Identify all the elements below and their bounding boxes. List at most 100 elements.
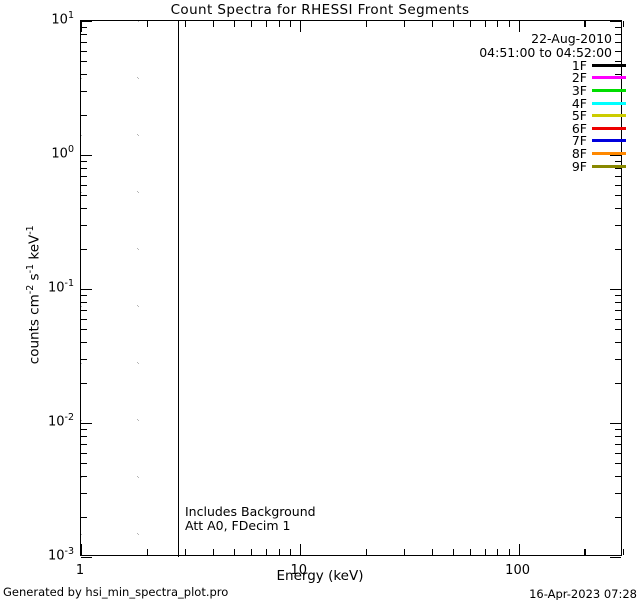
legend-entry-label: 1F: [571, 57, 587, 73]
axis-tick: [615, 342, 621, 344]
axis-tick: [615, 167, 621, 170]
axis-tick: [212, 21, 214, 27]
legend-entry-label: 3F: [571, 82, 587, 98]
legend-entry[interactable]: 8F: [380, 146, 626, 161]
legend-color-swatch: [592, 76, 626, 80]
plot-annotations: Includes Background Att A0, FDecim 1: [185, 505, 316, 532]
legend-color-swatch: [592, 151, 626, 155]
axis-tick: [518, 21, 520, 32]
axis-tick: [81, 452, 87, 454]
y-axis-title: counts cm-2 s-1 keV-1: [24, 165, 43, 425]
axis-tick: [584, 21, 586, 27]
axis-tick: [81, 167, 87, 170]
axis-tick: [81, 516, 87, 518]
legend-time-range: 04:51:00 to 04:52:00: [479, 44, 612, 60]
legend-entry-label: 2F: [571, 70, 587, 86]
y-tick-label: 101: [32, 10, 74, 28]
x-tick-label: 100: [505, 563, 531, 578]
axis-tick: [615, 318, 621, 320]
axis-tick: [615, 516, 621, 518]
plot-area: Includes Background Att A0, FDecim 1: [80, 20, 625, 559]
legend-color-swatch: [592, 63, 626, 67]
legend-color-swatch: [592, 114, 626, 118]
axis-tick: [81, 544, 83, 555]
annotation-line-2: Att A0, FDecim 1: [185, 517, 291, 533]
axis-tick: [81, 21, 83, 32]
axis-tick: [81, 61, 87, 63]
axis-tick: [289, 549, 291, 555]
y-tick-base: 10: [51, 12, 68, 28]
x-tick-label: 10: [290, 563, 308, 578]
axis-tick: [497, 549, 499, 555]
y-tick-base: 10: [47, 414, 65, 430]
axis-tick: [81, 27, 87, 29]
axis-tick: [233, 21, 236, 27]
axis-tick: [615, 74, 621, 76]
axis-tick: [470, 549, 472, 555]
legend-entry[interactable]: 2F: [380, 70, 626, 86]
axis-tick: [81, 225, 87, 227]
axis-tick: [81, 463, 87, 465]
axis-tick: [615, 33, 621, 36]
legend-entry[interactable]: 3F: [380, 82, 626, 98]
axis-tick: [615, 61, 621, 63]
axis-tick: [615, 301, 621, 304]
axis-tick: [278, 549, 280, 555]
axis-tick: [615, 50, 621, 52]
axis-tick: [251, 21, 253, 27]
legend-entry[interactable]: 4F: [380, 96, 626, 111]
axis-tick: [615, 175, 621, 177]
y-tick-label: 10-2: [32, 413, 74, 430]
axis-tick: [508, 549, 510, 555]
axis-tick: [233, 549, 236, 555]
axis-tick: [81, 114, 87, 116]
axis-tick: [185, 549, 187, 555]
y-axis-exp-1: -2: [24, 284, 36, 295]
y-tick-exponent: -3: [64, 546, 74, 558]
axis-tick: [81, 423, 92, 425]
axis-tick: [146, 21, 148, 27]
axis-tick: [81, 41, 87, 43]
axis-tick: [615, 208, 621, 210]
axis-tick: [615, 493, 621, 495]
y-tick-exponent: -1: [64, 278, 74, 290]
legend-entry[interactable]: 6F: [380, 121, 626, 136]
axis-tick: [81, 21, 92, 23]
legend-entry[interactable]: 5F: [380, 108, 626, 123]
y-axis-exp-2: -1: [24, 263, 36, 274]
axis-tick: [212, 549, 214, 555]
axis-tick: [615, 476, 621, 478]
axis-tick: [81, 493, 87, 495]
axis-tick: [518, 544, 520, 555]
legend-entry[interactable]: 9F: [380, 159, 626, 174]
legend-date: 22-Aug-2010: [531, 31, 612, 46]
axis-tick: [81, 557, 92, 559]
axis-tick: [431, 21, 433, 27]
axis-tick: [81, 33, 87, 36]
axis-tick: [615, 225, 621, 227]
axis-tick: [508, 21, 510, 27]
axis-tick: [615, 382, 621, 384]
legend-entry[interactable]: 7F: [380, 133, 626, 148]
x-axis-title: Energy (keV): [276, 568, 364, 584]
axis-tick: [615, 429, 621, 431]
axis-tick: [81, 301, 87, 304]
axis-tick: [610, 289, 621, 291]
axis-tick: [81, 435, 87, 438]
hatch-boundary-line: [178, 21, 180, 557]
axis-tick: [81, 248, 87, 250]
axis-tick: [365, 21, 367, 27]
legend-color-swatch: [592, 164, 626, 168]
axis-tick: [484, 21, 486, 27]
axis-tick: [615, 443, 621, 445]
axis-tick: [299, 544, 301, 555]
axis-tick: [81, 184, 87, 186]
axis-tick: [452, 21, 454, 27]
axis-tick: [615, 27, 621, 29]
y-axis-title-text: counts cm: [26, 294, 43, 365]
axis-tick: [146, 549, 148, 555]
axis-tick: [81, 295, 87, 297]
legend-color-swatch: [592, 101, 626, 105]
y-tick-exponent: 1: [67, 10, 74, 22]
legend-entry[interactable]: 1F: [380, 57, 626, 73]
